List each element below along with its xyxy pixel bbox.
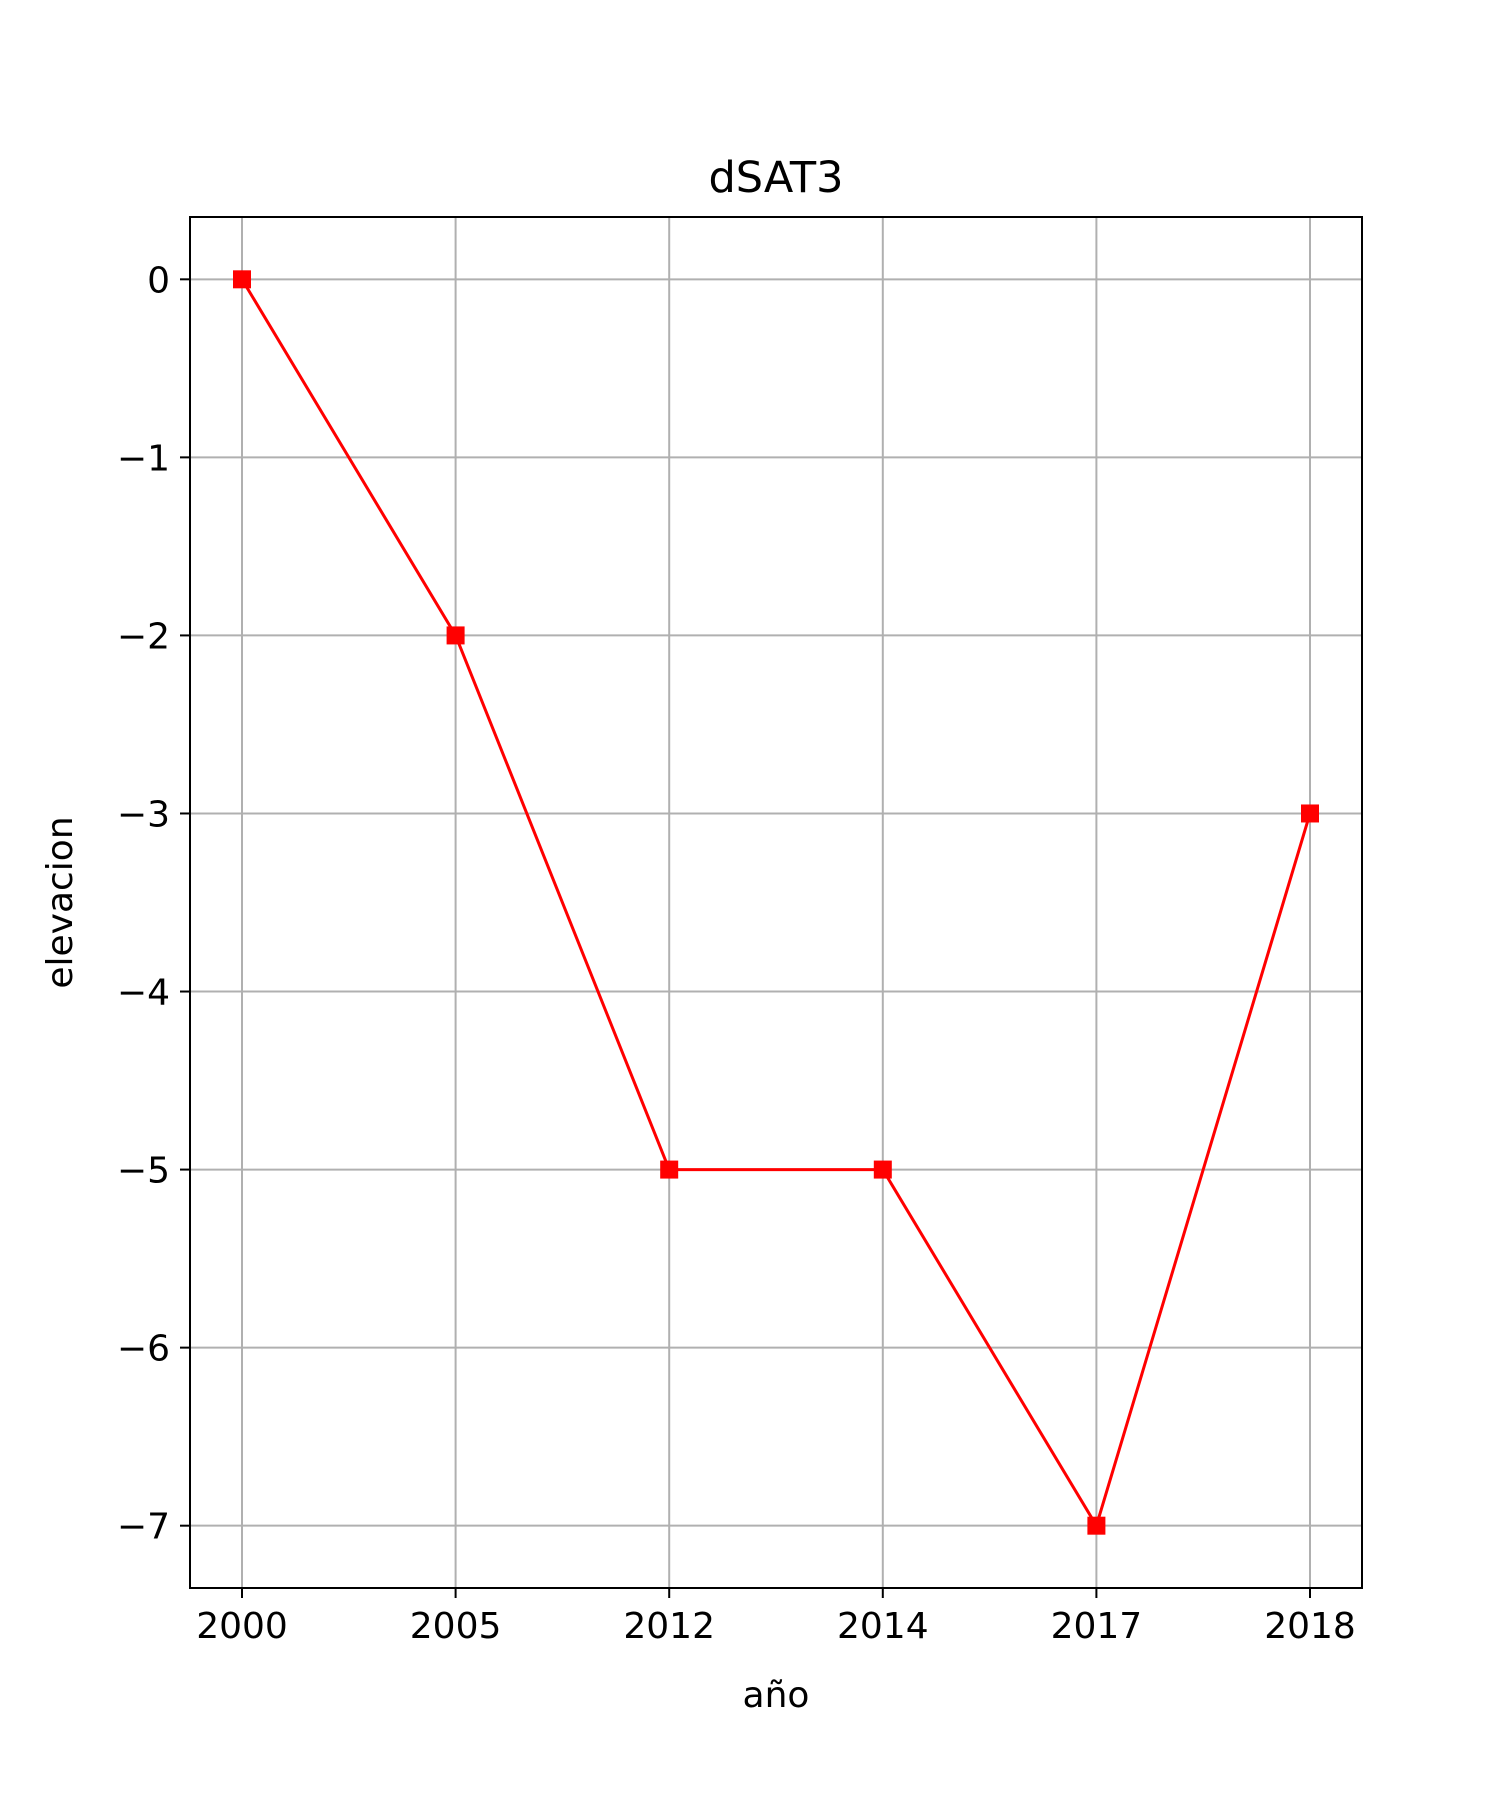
y-tick-label: −1 (117, 438, 170, 479)
x-tick-label: 2000 (196, 1606, 288, 1647)
data-point (233, 270, 251, 289)
data-point (660, 1160, 679, 1179)
y-tick-label: −2 (117, 616, 170, 657)
y-tick-label: −3 (117, 794, 170, 835)
ticks: 2000 2005 2012 2014 2017 2018 0 −1 −2 −3 −4 −5 −6 −7 (117, 260, 1356, 1647)
x-tick-label: 2005 (410, 1606, 502, 1647)
x-tick-label: 2014 (837, 1606, 929, 1647)
x-tick-label: 2018 (1264, 1606, 1356, 1647)
chart-title: dSAT3 (708, 153, 843, 203)
data-point (446, 626, 465, 645)
y-tick-label: −7 (117, 1507, 170, 1548)
data-point (873, 1160, 892, 1179)
y-tick-label: −4 (117, 973, 170, 1014)
y-tick-label: 0 (147, 260, 170, 301)
series-line (240, 278, 1312, 1530)
series-layer (233, 270, 1319, 1535)
x-axis-label: año (743, 1675, 810, 1716)
x-tick-label: 2012 (623, 1606, 715, 1647)
x-tick-label: 2017 (1051, 1606, 1143, 1647)
y-tick-label: −5 (117, 1151, 170, 1192)
data-point (1087, 1516, 1106, 1535)
y-tick-label: −6 (117, 1329, 170, 1370)
data-point (1301, 804, 1319, 823)
grid (190, 217, 1362, 1588)
y-axis-label: elevacion (40, 816, 81, 988)
plot-frame (189, 216, 1363, 1589)
